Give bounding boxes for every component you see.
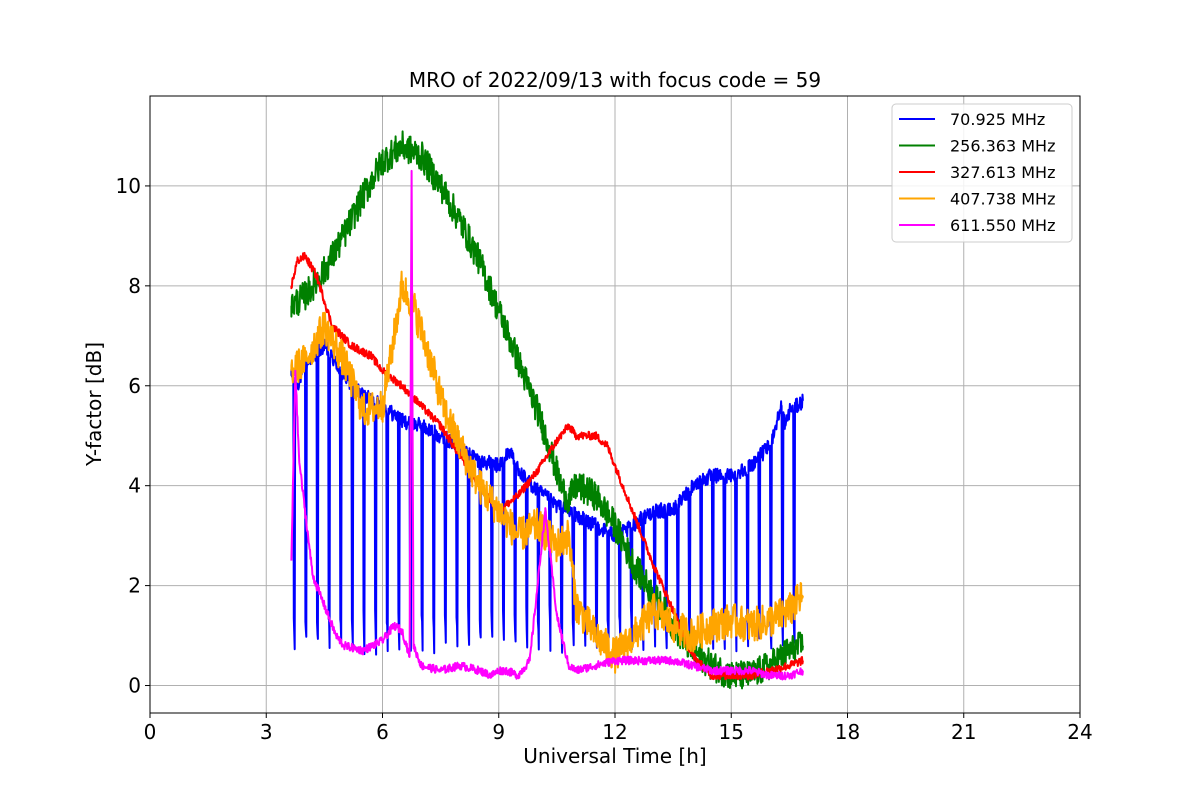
chart-title: MRO of 2022/09/13 with focus code = 59: [409, 68, 821, 92]
legend: 70.925 MHz 256.363 MHz 327.613 MHz 407.738 …: [891, 103, 1073, 243]
x-tick-label: 24: [1067, 720, 1092, 744]
x-tick-label: 21: [951, 720, 976, 744]
legend-label: 407.738 MHz: [950, 190, 1055, 209]
series-line-1: [290, 338, 804, 656]
legend-box: [891, 103, 1073, 243]
series-line-4: [290, 270, 804, 674]
y-tick-label: 6: [128, 374, 141, 398]
x-tick-label: 3: [260, 720, 273, 744]
x-tick-label: 6: [376, 720, 389, 744]
y-axis-label: Y-factor [dB]: [82, 342, 106, 467]
series-line-5: [290, 169, 804, 681]
y-tick-label: 10: [116, 174, 141, 198]
x-tick-label: 18: [835, 720, 860, 744]
x-tick-label: 12: [602, 720, 627, 744]
x-axis-label: Universal Time [h]: [523, 744, 706, 768]
series-layer: [290, 130, 804, 690]
y-tick-label: 8: [128, 274, 141, 298]
legend-label: 70.925 MHz: [950, 110, 1045, 129]
x-tick-label: 9: [492, 720, 505, 744]
y-tick-label: 2: [128, 574, 141, 598]
series-line-3: [290, 251, 804, 681]
legend-label: 327.613 MHz: [950, 163, 1055, 182]
legend-label: 611.550 MHz: [950, 216, 1055, 235]
y-tick-label: 4: [128, 474, 141, 498]
x-tick-label: 15: [719, 720, 744, 744]
legend-label: 256.363 MHz: [950, 137, 1055, 156]
y-tick-label: 0: [128, 674, 141, 698]
x-tick-label: 0: [144, 720, 157, 744]
